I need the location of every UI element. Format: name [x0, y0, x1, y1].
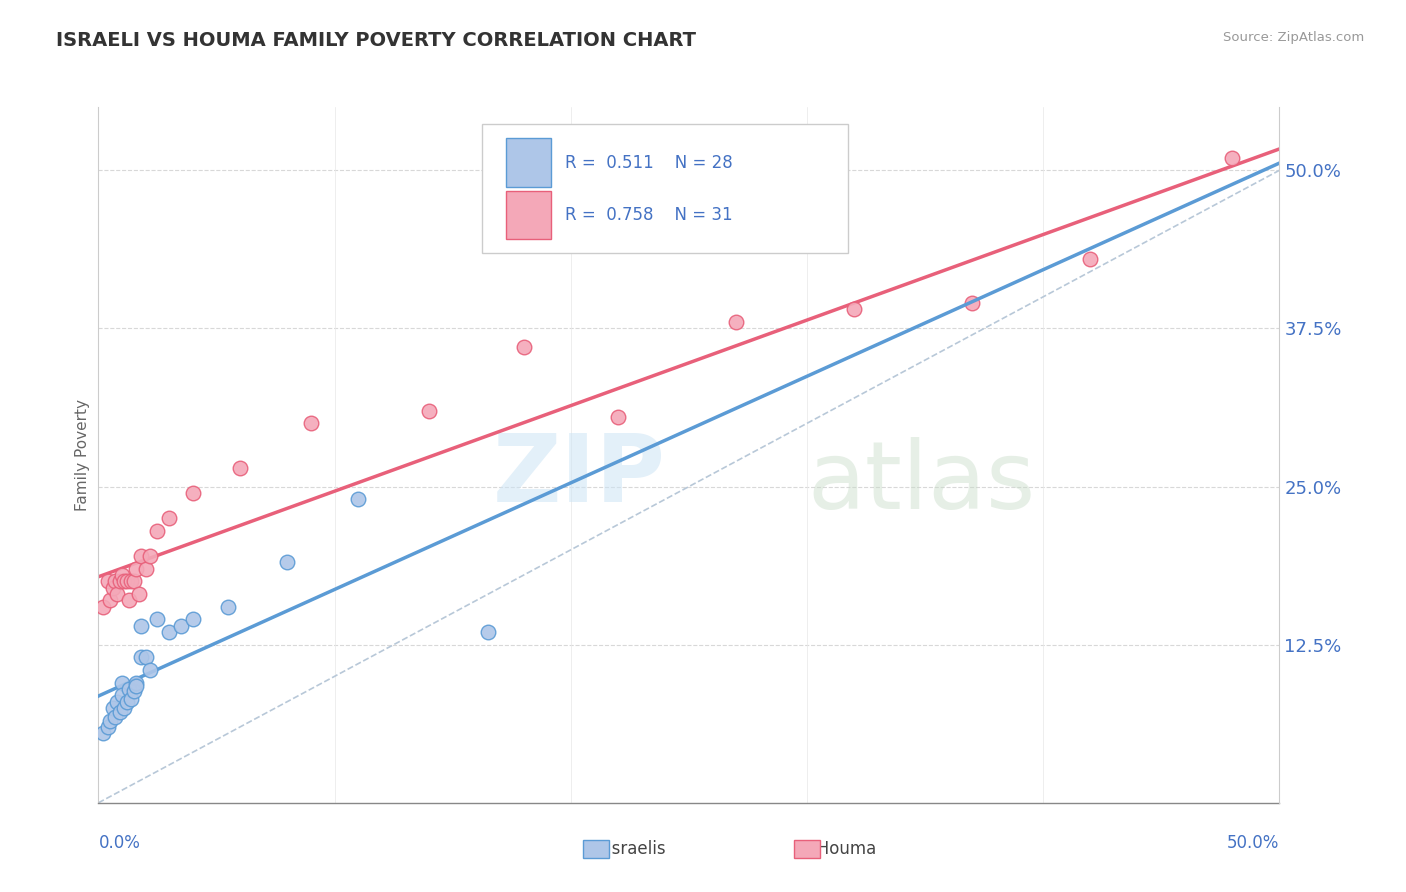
- Point: [512, 340, 534, 354]
- Point: [104, 574, 127, 589]
- Point: [108, 705, 131, 719]
- Point: [101, 701, 124, 715]
- Point: [98, 714, 121, 728]
- Point: [217, 599, 239, 614]
- Point: [128, 587, 150, 601]
- Point: [91, 599, 114, 614]
- Text: atlas: atlas: [807, 437, 1035, 529]
- Point: [97, 720, 120, 734]
- Point: [135, 562, 157, 576]
- Point: [1220, 151, 1243, 165]
- Point: [122, 684, 145, 698]
- Point: [129, 618, 152, 632]
- Point: [97, 574, 120, 589]
- Point: [111, 568, 134, 582]
- FancyBboxPatch shape: [506, 138, 551, 187]
- Point: [146, 612, 169, 626]
- Point: [139, 549, 162, 563]
- Text: Houma: Houma: [801, 840, 877, 858]
- Point: [112, 701, 135, 715]
- Point: [129, 650, 152, 665]
- Point: [181, 612, 204, 626]
- Point: [125, 675, 148, 690]
- Point: [962, 296, 984, 310]
- Point: [121, 574, 143, 589]
- Point: [135, 650, 157, 665]
- Text: Source: ZipAtlas.com: Source: ZipAtlas.com: [1223, 31, 1364, 45]
- Text: 50.0%: 50.0%: [1227, 834, 1279, 852]
- Point: [122, 574, 145, 589]
- Point: [98, 593, 121, 607]
- Point: [181, 486, 204, 500]
- Point: [276, 556, 298, 570]
- Point: [146, 524, 169, 538]
- Point: [125, 680, 148, 694]
- Point: [101, 581, 124, 595]
- Point: [115, 574, 138, 589]
- FancyBboxPatch shape: [482, 125, 848, 253]
- Point: [91, 726, 114, 740]
- Point: [112, 574, 135, 589]
- Point: [108, 574, 131, 589]
- Text: R =  0.511    N = 28: R = 0.511 N = 28: [565, 153, 733, 171]
- Point: [1080, 252, 1102, 266]
- Point: [118, 681, 141, 696]
- Point: [477, 625, 499, 640]
- Text: 0.0%: 0.0%: [98, 834, 141, 852]
- Point: [139, 663, 162, 677]
- Point: [157, 625, 180, 640]
- Text: ZIP: ZIP: [492, 430, 665, 522]
- Point: [844, 302, 866, 317]
- Point: [105, 587, 128, 601]
- Point: [299, 417, 322, 431]
- Point: [229, 460, 252, 475]
- Point: [104, 710, 127, 724]
- Point: [725, 315, 748, 329]
- Point: [170, 618, 193, 632]
- Text: ISRAELI VS HOUMA FAMILY POVERTY CORRELATION CHART: ISRAELI VS HOUMA FAMILY POVERTY CORRELAT…: [56, 31, 696, 50]
- Point: [129, 549, 152, 563]
- Point: [111, 675, 134, 690]
- FancyBboxPatch shape: [506, 191, 551, 239]
- Text: Israelis: Israelis: [591, 840, 665, 858]
- Point: [121, 692, 143, 706]
- Point: [157, 511, 180, 525]
- Y-axis label: Family Poverty: Family Poverty: [75, 399, 90, 511]
- Point: [105, 695, 128, 709]
- Point: [111, 688, 134, 702]
- Point: [607, 409, 630, 424]
- Point: [118, 593, 141, 607]
- Point: [115, 695, 138, 709]
- Point: [347, 492, 370, 507]
- Point: [418, 403, 440, 417]
- Point: [125, 562, 148, 576]
- Text: R =  0.758    N = 31: R = 0.758 N = 31: [565, 206, 733, 224]
